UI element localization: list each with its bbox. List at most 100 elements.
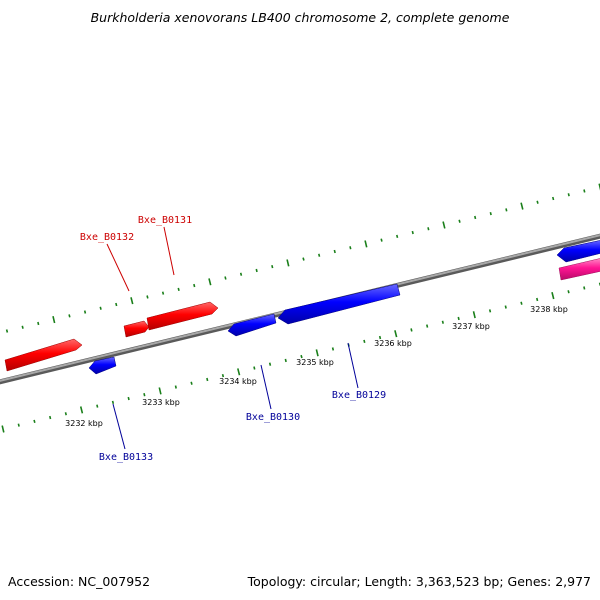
scale-tick — [504, 305, 507, 309]
scale-tick — [268, 362, 272, 366]
reverse-gene — [277, 283, 401, 325]
scale-tick — [567, 193, 570, 197]
scale-tick — [115, 302, 118, 307]
scale-tick — [253, 366, 256, 370]
scale-tick — [286, 259, 290, 267]
scale-tick — [21, 325, 24, 329]
scale-tick — [37, 321, 40, 326]
scale-tick — [5, 329, 9, 333]
scale-tick — [64, 412, 67, 416]
scale-tick — [567, 290, 570, 294]
scale-tick — [130, 297, 134, 305]
scale-tick — [536, 297, 539, 302]
forward-gene — [146, 301, 219, 331]
gene-label-bxe-b0133[interactable]: Bxe_B0133 — [99, 452, 153, 463]
bxe-b0130-connector — [260, 364, 272, 410]
scale-label: 3234 kbp — [219, 377, 257, 386]
scale-tick — [488, 309, 492, 313]
scale-tick — [472, 311, 476, 319]
scale-tick — [441, 320, 444, 324]
gene-label-bxe-b0129[interactable]: Bxe_B0129 — [332, 390, 386, 401]
scale-tick — [158, 387, 162, 395]
scale-tick — [411, 230, 414, 235]
scale-tick — [315, 349, 319, 357]
scale-label: 3235 kbp — [296, 358, 334, 367]
scale-tick — [17, 423, 20, 427]
scale-tick — [442, 221, 446, 229]
scale-tick — [363, 339, 366, 343]
scale-tick — [457, 316, 460, 321]
reverse-gene — [88, 356, 117, 375]
scale-tick — [255, 268, 258, 273]
gene-label-bxe-b0130[interactable]: Bxe_B0130 — [246, 412, 300, 423]
bxe-b0129-connector — [347, 342, 359, 389]
scale-tick — [520, 202, 524, 210]
scale-tick — [551, 292, 555, 300]
scale-tick — [380, 238, 383, 242]
scale-tick — [378, 335, 382, 340]
reverse-gene — [556, 240, 600, 263]
scale-tick — [127, 396, 130, 401]
gene-label-bxe-b0132[interactable]: Bxe_B0132 — [80, 232, 134, 243]
scale-tick — [33, 419, 36, 423]
scale-tick — [394, 330, 398, 338]
scale-tick — [221, 374, 225, 378]
forward-gene — [4, 338, 83, 372]
scale-tick — [410, 328, 413, 332]
highlight-gene — [558, 258, 600, 281]
scale-label: 3232 kbp — [65, 419, 103, 428]
scale-tick — [1, 425, 5, 433]
scale-tick — [426, 324, 429, 328]
scale-tick — [552, 196, 555, 201]
scale-tick — [239, 272, 243, 276]
scale-tick — [208, 278, 212, 286]
scale-tick — [79, 406, 84, 414]
scale-tick — [284, 358, 287, 363]
scale-tick — [583, 286, 586, 290]
map-title: Burkholderia xenovorans LB400 chromosome… — [91, 10, 510, 25]
scale-label: 3238 kbp — [530, 305, 568, 314]
scale-tick — [302, 257, 305, 261]
scale-tick — [193, 283, 196, 288]
scale-tick — [83, 310, 87, 314]
upper-tick-row — [5, 183, 600, 333]
scale-tick — [174, 385, 177, 389]
scale-tick — [396, 234, 399, 238]
scale-tick — [177, 287, 180, 291]
scale-tick — [52, 316, 56, 324]
scale-tick — [96, 404, 99, 408]
reverse-gene — [227, 313, 277, 337]
scale-tick — [331, 347, 335, 351]
scale-tick — [68, 314, 71, 318]
scale-tick — [536, 200, 539, 204]
scale-tick — [146, 295, 149, 299]
scale-tick — [143, 393, 146, 397]
scale-tick — [190, 381, 193, 385]
bxe-b0132-connector — [106, 243, 130, 292]
scale-tick — [489, 212, 492, 216]
scale-tick — [458, 219, 461, 223]
scale-tick — [271, 265, 274, 269]
gene-label-bxe-b0131[interactable]: Bxe_B0131 — [138, 215, 192, 226]
scale-tick — [349, 246, 352, 250]
scale-tick — [364, 240, 368, 248]
scale-tick — [474, 215, 477, 220]
scale-tick — [111, 400, 115, 404]
scale-tick — [206, 377, 209, 382]
bxe-b0133-connector — [112, 403, 126, 450]
genome-summary-text: Topology: circular; Length: 3,363,523 bp… — [247, 574, 591, 589]
scale-label: 3236 kbp — [374, 339, 412, 348]
scale-tick — [237, 368, 241, 376]
scale-tick — [598, 183, 600, 191]
scale-tick — [333, 249, 336, 254]
scale-tick — [99, 306, 102, 310]
scale-tick — [224, 276, 227, 280]
scale-tick — [161, 291, 165, 295]
scale-tick — [427, 227, 430, 231]
scale-tick — [300, 354, 303, 359]
scale-label: 3237 kbp — [452, 322, 490, 331]
scale-tick — [505, 208, 508, 212]
scale-label: 3233 kbp — [142, 398, 180, 407]
lower-tick-row — [1, 282, 600, 433]
